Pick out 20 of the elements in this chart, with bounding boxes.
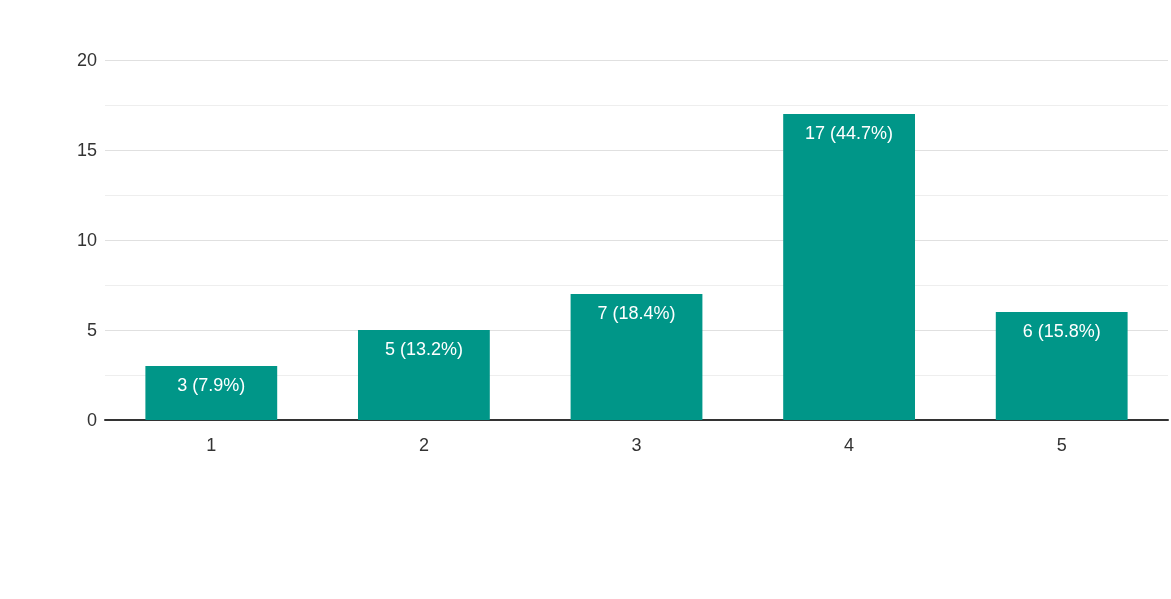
bar	[995, 312, 1128, 420]
data-label: 7 (18.4%)	[597, 303, 676, 323]
y-tick-label: 10	[76, 230, 97, 250]
x-tick-label: 1	[206, 435, 217, 455]
x-tick-label: 4	[844, 435, 855, 455]
x-tick-label: 3	[631, 435, 642, 455]
y-tick-label: 20	[76, 50, 97, 70]
y-tick-label: 5	[86, 320, 97, 340]
y-tick-label: 0	[86, 410, 97, 430]
bar	[570, 294, 703, 420]
x-tick-label: 2	[418, 435, 429, 455]
data-label: 5 (13.2%)	[384, 339, 463, 359]
bar	[357, 330, 490, 420]
x-tick-label: 5	[1056, 435, 1067, 455]
bar	[783, 114, 916, 420]
y-tick-label: 15	[76, 140, 97, 160]
bar	[145, 366, 278, 420]
data-label: 6 (15.8%)	[1022, 321, 1101, 341]
data-label: 17 (44.7%)	[805, 123, 894, 143]
data-label: 3 (7.9%)	[177, 375, 246, 395]
